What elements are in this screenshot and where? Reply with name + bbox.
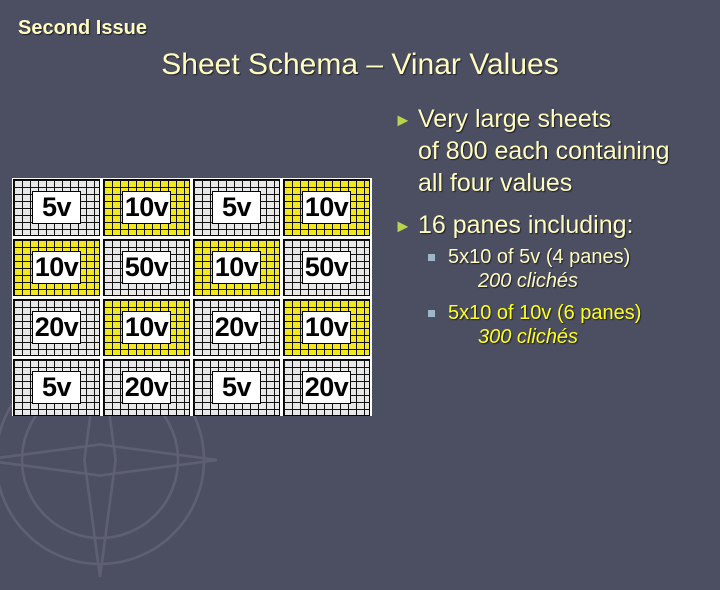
pane-value: 5v — [212, 371, 261, 404]
stamp-pane: 5v — [13, 179, 100, 236]
pane-value: 10v — [32, 251, 81, 284]
pane-value: 5v — [212, 191, 261, 224]
pane-value: 10v — [122, 191, 171, 224]
sub-bullet-10v: 5x10 of 10v (6 panes) 300 clichés — [394, 301, 714, 349]
bullet-arrow-icon: ► — [394, 216, 412, 236]
stamp-pane: 10v — [283, 179, 370, 236]
sub-bullet-text: 5x10 of 5v (4 panes) — [448, 246, 631, 268]
square-bullet-icon — [428, 254, 435, 261]
pane-value: 50v — [122, 251, 171, 284]
stamp-pane: 20v — [13, 299, 100, 356]
stamp-pane: 5v — [13, 359, 100, 416]
stamp-pane: 10v — [103, 179, 190, 236]
sub-bullet-text: 5x10 of 10v (6 panes) — [448, 302, 642, 324]
pane-value: 5v — [32, 371, 81, 404]
pane-value: 10v — [302, 191, 351, 224]
issue-label: Second Issue — [18, 17, 147, 39]
bullet-large-sheets: ► Very large sheets of 800 each containi… — [394, 103, 714, 199]
pane-value: 20v — [212, 311, 261, 344]
bullet-panes: ► 16 panes including: — [394, 209, 714, 241]
sub-bullet-note: 200 clichés — [478, 270, 579, 292]
stamp-pane: 50v — [103, 239, 190, 296]
bullet-line: all four values — [418, 169, 573, 197]
stamp-pane: 10v — [103, 299, 190, 356]
stamp-pane: 10v — [13, 239, 100, 296]
pane-value: 5v — [32, 191, 81, 224]
pane-value: 50v — [302, 251, 351, 284]
pane-value: 10v — [212, 251, 261, 284]
sub-bullet-note: 300 clichés — [478, 326, 579, 348]
stamp-pane: 10v — [283, 299, 370, 356]
bullet-list: ► Very large sheets of 800 each containi… — [394, 103, 714, 349]
stamp-pane: 5v — [193, 359, 280, 416]
stamp-pane: 20v — [283, 359, 370, 416]
pane-value: 20v — [302, 371, 351, 404]
bullet-line: Very large sheets — [418, 105, 612, 133]
bullet-arrow-icon: ► — [394, 110, 412, 130]
sub-bullet-5v: 5x10 of 5v (4 panes) 200 clichés — [394, 245, 714, 293]
pane-value: 20v — [122, 371, 171, 404]
stamp-pane: 10v — [193, 239, 280, 296]
bullet-line: 16 panes including: — [418, 211, 634, 239]
stamp-pane: 20v — [103, 359, 190, 416]
square-bullet-icon — [428, 310, 435, 317]
stamp-pane: 5v — [193, 179, 280, 236]
stamp-pane: 20v — [193, 299, 280, 356]
bullet-line: of 800 each containing — [418, 137, 670, 165]
stamp-pane: 50v — [283, 239, 370, 296]
pane-value: 10v — [122, 311, 171, 344]
pane-value: 20v — [32, 311, 81, 344]
sheet-schema-grid: 5v 10v 5v 10v 10v 50v 10v 50v 20v 10v 20v 10v 5v 20v 5… — [12, 178, 372, 416]
pane-value: 10v — [302, 311, 351, 344]
slide-title: Sheet Schema – Vinar Values — [161, 48, 559, 81]
